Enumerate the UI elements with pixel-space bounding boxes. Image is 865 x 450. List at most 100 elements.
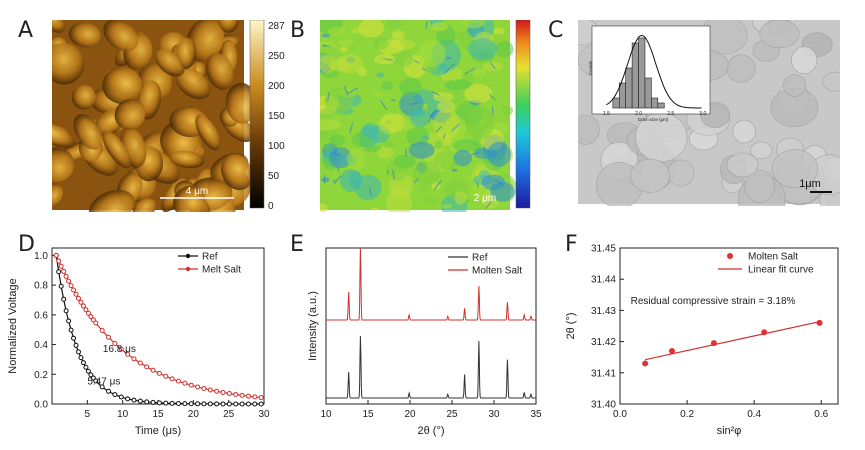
decay-point <box>68 327 74 333</box>
decay-point <box>245 393 251 399</box>
decay-point <box>195 384 201 390</box>
decay-point <box>144 399 150 405</box>
panel-label-b: B <box>290 18 306 43</box>
y-tick-label: 31.40 <box>591 400 616 411</box>
annotation-ref-lifetime: 5.47 μs <box>87 377 120 388</box>
decay-point <box>182 401 188 407</box>
scalebar-c-label: 1μm <box>799 178 821 190</box>
decay-point <box>106 334 112 340</box>
decay-point <box>66 278 72 284</box>
decay-point <box>93 378 99 384</box>
decay-point <box>112 392 118 398</box>
decay-point <box>156 400 162 406</box>
legend-marker <box>185 253 191 259</box>
data-point <box>816 319 823 326</box>
afm-image-panel: 4 μm 287 250 200 150 100 50 0 <box>52 20 285 212</box>
decay-point <box>93 320 99 326</box>
inset-x-tick: 2.0 <box>635 111 642 117</box>
x-tick-label: 15 <box>362 409 374 420</box>
decay-point <box>131 397 137 403</box>
decay-point <box>118 346 124 352</box>
legend-label: Molten Salt <box>472 266 522 277</box>
xrd-pattern-molten-salt <box>326 247 536 321</box>
decay-point <box>78 355 84 361</box>
decay-point <box>201 386 207 392</box>
decay-point <box>150 399 156 405</box>
decay-point <box>71 287 77 293</box>
decay-point <box>83 307 89 313</box>
histogram-bar <box>644 77 652 109</box>
colorbar-a <box>249 20 265 209</box>
colorbar-a-tick: 0 <box>268 201 274 212</box>
x-axis-label: Time (μs) <box>135 425 181 437</box>
potential-map-panel: 2 μm <box>320 20 531 212</box>
x-tick-label: 10 <box>117 409 129 420</box>
decay-point <box>118 394 124 400</box>
colorbar-a-tick: 50 <box>268 171 280 182</box>
histogram-bar <box>631 42 639 109</box>
data-point <box>761 329 768 336</box>
x-tick-label: 0.4 <box>747 409 761 420</box>
decay-point <box>233 401 239 407</box>
decay-point <box>90 317 96 323</box>
decay-point <box>220 401 226 407</box>
annotation-strain: Residual compressive strain = 3.18% <box>631 296 796 307</box>
decay-point <box>73 342 79 348</box>
decay-point <box>245 401 251 407</box>
decay-point <box>233 391 239 397</box>
decay-point <box>61 296 67 302</box>
decay-point <box>188 401 194 407</box>
colorbar-a-tick: 200 <box>268 81 285 92</box>
colorbar-a-tick: 287 <box>268 21 285 32</box>
panel-label-f: F <box>565 232 578 257</box>
y-tick-label: 31.44 <box>591 275 616 286</box>
decay-point <box>201 401 207 407</box>
data-point <box>668 347 675 354</box>
colorbar-b <box>515 20 531 209</box>
chart-d-decay: 5 10 15 20 25 30 0.0 0.2 0.4 0.6 0.8 1.0 Time (μs) No… <box>7 247 270 437</box>
y-tick-label: 1.0 <box>34 251 48 262</box>
legend-marker <box>727 253 733 259</box>
decay-point <box>63 273 69 279</box>
decay-point <box>125 351 131 357</box>
inset-x-tick: 1.5 <box>603 111 610 117</box>
decay-point <box>131 356 137 362</box>
y-tick-label: 31.45 <box>591 244 616 255</box>
decay-point <box>150 367 156 373</box>
histogram-bar <box>612 97 620 109</box>
decay-point <box>226 391 232 397</box>
plot-frame <box>325 247 537 405</box>
x-tick-label: 20 <box>188 409 200 420</box>
colorbar-a-tick: 100 <box>268 141 285 152</box>
decay-point <box>85 310 91 316</box>
decay-point <box>78 299 84 305</box>
decay-point <box>76 295 81 301</box>
decay-point <box>182 380 188 386</box>
decay-point <box>99 327 105 333</box>
decay-point <box>163 373 169 379</box>
decay-point <box>85 368 91 374</box>
panel-label-c: C <box>548 18 564 43</box>
x-tick-label: 5 <box>85 409 91 420</box>
afm-grains <box>52 20 258 212</box>
histogram-bar <box>651 97 659 109</box>
x-tick-label: 25 <box>223 409 235 420</box>
panel-label-e: E <box>290 232 304 257</box>
decay-point <box>239 401 245 407</box>
x-axis-label: sin²φ <box>717 425 742 437</box>
decay-point <box>175 401 181 407</box>
decay-point <box>125 396 131 402</box>
decay-point <box>58 263 64 269</box>
legend-label: Molten Salt <box>748 252 798 263</box>
decay-point <box>71 335 77 341</box>
decay-point <box>144 364 150 370</box>
y-axis-label: Intensity (a.u.) <box>307 291 319 361</box>
y-tick-label: 0.8 <box>34 281 48 292</box>
sem-image-panel: 1.5 2.0 2.5 3.0 Grain size (μm) Counts 1μm <box>578 20 840 206</box>
x-tick-label: 30 <box>258 409 270 420</box>
x-axis-label: 2θ (°) <box>417 425 444 437</box>
decay-point <box>88 314 94 320</box>
decay-point <box>214 388 220 394</box>
colorbar-a-tick: 150 <box>268 111 285 122</box>
decay-point <box>63 308 69 314</box>
